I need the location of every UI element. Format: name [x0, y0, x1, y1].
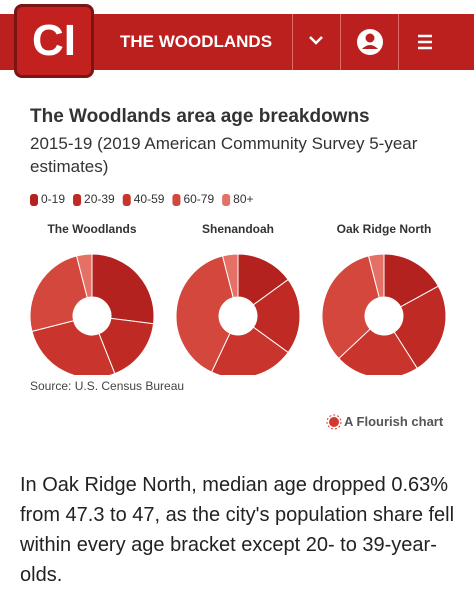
pie-slice [367, 253, 385, 299]
logo[interactable]: CI [14, 4, 94, 78]
legend-swatch [73, 194, 82, 206]
pie-title: Shenandoah [202, 222, 274, 236]
article-paragraph: In Oak Ridge North, median age dropped 0… [20, 474, 455, 586]
legend-swatch [122, 194, 131, 206]
separator [398, 14, 399, 70]
pie-slice [321, 255, 380, 360]
pie-slice [175, 255, 234, 373]
pie-slice [383, 253, 440, 308]
pie-slice [252, 278, 301, 354]
legend-label: 60-79 [183, 192, 214, 206]
legend-label: 0-19 [41, 192, 65, 206]
user-icon[interactable] [357, 29, 383, 55]
legend-label: 80+ [233, 192, 253, 206]
header-icons [309, 29, 432, 55]
legend-label: 20-39 [84, 192, 115, 206]
flourish-icon [326, 414, 342, 430]
pie-title: Oak Ridge North [337, 222, 432, 236]
pie-slice [75, 253, 93, 299]
pie-slice [221, 253, 239, 299]
pie-slice [393, 285, 447, 370]
pie-slice [29, 255, 88, 333]
legend-swatch [222, 194, 231, 206]
section-name[interactable]: THE WOODLANDS [120, 32, 273, 51]
separator [340, 14, 341, 70]
figure-title: The Woodlands area age breakdowns [30, 106, 370, 127]
menu-icon[interactable] [418, 34, 432, 50]
legend-label: 40-59 [134, 192, 165, 206]
dropdown-icon[interactable] [309, 36, 323, 45]
separator [292, 14, 293, 70]
pie-slice [210, 326, 289, 375]
pie-slice [98, 317, 155, 375]
pie-slice [91, 253, 155, 325]
legend-swatch [30, 194, 38, 206]
chart: 0-19 20-39 40-59 60-79 80+ The Woodlands Shena… [29, 192, 447, 375]
pie-slice [31, 320, 116, 375]
credit[interactable]: A Flourish chart [344, 414, 444, 429]
figure-subtitle: 2015-19 (2019 American Community Survey … [30, 134, 418, 176]
legend-swatch [172, 194, 181, 206]
source: Source: U.S. Census Bureau [30, 379, 185, 393]
pie-title: The Woodlands [47, 222, 136, 236]
